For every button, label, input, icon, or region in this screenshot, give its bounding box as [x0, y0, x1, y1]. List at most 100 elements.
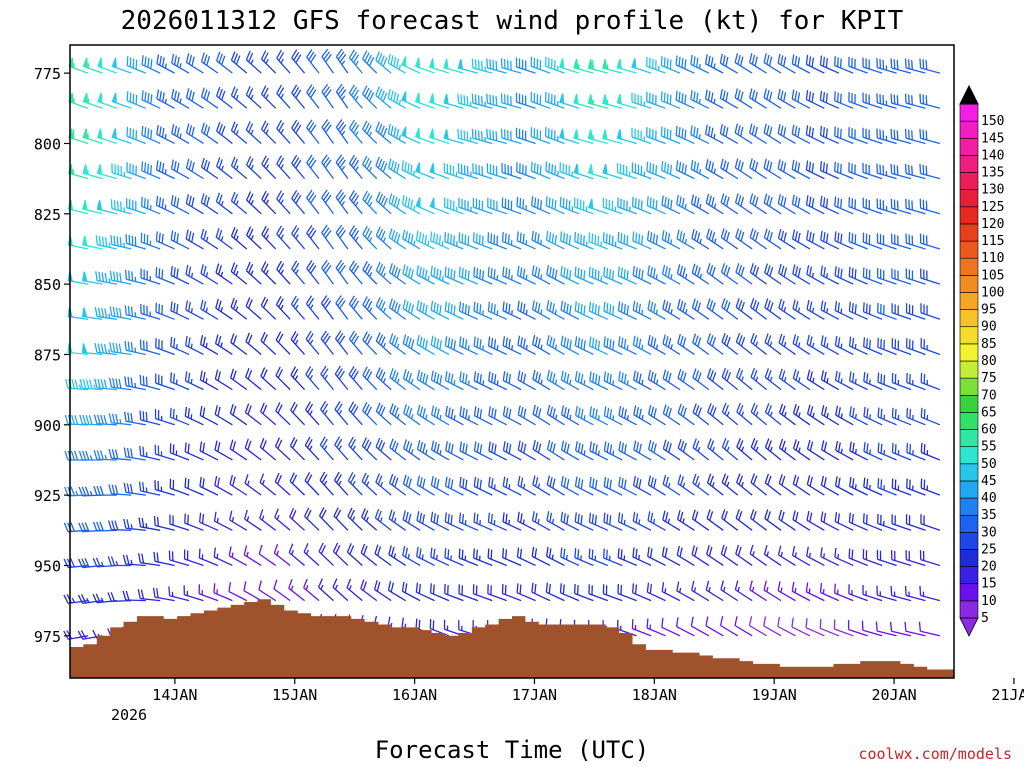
wind-barb: [890, 233, 912, 250]
wind-barb: [276, 49, 291, 74]
wind-barb: [154, 480, 175, 496]
wind-barb: [920, 338, 941, 356]
wind-barb: [589, 371, 609, 391]
wind-barb: [473, 266, 493, 285]
wind-barb: [706, 333, 724, 355]
wind-barb: [155, 373, 175, 391]
wind-barb: [834, 583, 854, 602]
wind-barb: [445, 441, 464, 461]
x-tick-label: 15JAN: [272, 686, 317, 704]
wind-barb: [402, 264, 421, 285]
wind-barb: [303, 578, 320, 602]
wind-barb: [863, 406, 883, 426]
wind-barb: [646, 91, 666, 109]
wind-barb: [124, 305, 146, 320]
wind-barb: [631, 92, 652, 109]
wind-barb: [444, 301, 464, 320]
wind-barb: [213, 583, 233, 602]
wind-barb: [819, 618, 840, 637]
wind-barb: [531, 300, 551, 320]
wind-barb: [416, 439, 435, 461]
wind-barb: [763, 228, 782, 250]
wind-barb: [487, 548, 507, 567]
wind-barb: [573, 129, 594, 145]
wind-barb: [587, 129, 608, 145]
wind-barb: [705, 159, 724, 180]
wind-barb: [183, 585, 204, 602]
wind-barb: [905, 268, 926, 285]
wind-barb: [516, 196, 536, 215]
wind-barb: [389, 333, 407, 355]
wind-barb: [516, 583, 536, 602]
wind-barb: [560, 511, 580, 531]
wind-barb: [140, 303, 161, 320]
wind-barb: [126, 56, 146, 74]
wind-barb: [531, 511, 551, 531]
wind-barb: [587, 163, 608, 180]
wind-barb: [185, 335, 204, 356]
wind-barb: [401, 91, 421, 109]
colorbar-swatch: [959, 189, 979, 208]
wind-barb: [920, 442, 941, 461]
wind-barb: [834, 56, 854, 74]
wind-barb: [318, 507, 334, 531]
wind-barb: [877, 513, 897, 531]
wind-barb: [647, 511, 666, 531]
wind-barb: [444, 371, 464, 391]
colorbar-swatch: [959, 514, 979, 533]
wind-barb: [124, 411, 146, 426]
wind-barb: [261, 190, 277, 215]
wind-barb: [890, 163, 912, 180]
wind-barb: [334, 365, 349, 391]
colorbar-swatch: [959, 394, 979, 413]
wind-barb: [94, 378, 117, 391]
wind-barb: [276, 260, 291, 285]
wind-barb: [415, 162, 435, 180]
wind-barb: [646, 196, 666, 215]
wind-barb: [79, 378, 103, 391]
wind-barb: [471, 58, 493, 74]
wind-barb: [274, 472, 291, 496]
wind-barb: [748, 616, 767, 637]
wind-barb: [290, 295, 306, 320]
wind-barb: [388, 545, 406, 567]
wind-barb: [660, 56, 681, 74]
wind-barb: [617, 197, 637, 215]
wind-barb: [245, 50, 262, 74]
wind-barb: [185, 194, 204, 215]
wind-barb: [720, 193, 739, 215]
x-tick-label: 19JAN: [752, 686, 797, 704]
wind-barb: [777, 581, 796, 602]
wind-barb: [602, 232, 623, 250]
wind-barb: [647, 439, 666, 461]
wind-barb: [457, 163, 479, 180]
wind-barb: [416, 511, 435, 531]
wind-barb: [904, 621, 926, 637]
wind-barb: [848, 512, 868, 531]
wind-barb: [820, 335, 840, 356]
wind-barb: [920, 478, 941, 496]
wind-barb: [920, 303, 941, 320]
wind-barb: [170, 265, 190, 285]
wind-barb: [245, 332, 262, 355]
wind-barb: [259, 438, 277, 461]
wind-barb: [661, 582, 681, 602]
wind-barb: [834, 266, 854, 285]
wind-barb: [618, 336, 637, 356]
wind-barb: [319, 471, 334, 496]
wind-barb: [834, 476, 854, 496]
wind-barb: [560, 370, 580, 391]
wind-barb: [141, 125, 161, 145]
wind-barb: [230, 156, 248, 180]
wind-barb: [763, 123, 782, 145]
wind-barb: [229, 404, 248, 426]
colorbar-label: 85: [981, 337, 997, 352]
y-tick-label: 925: [34, 487, 61, 505]
wind-barb: [261, 155, 277, 180]
wind-barb: [632, 547, 652, 567]
colorbar-label: 20: [981, 560, 997, 575]
wind-barb: [545, 546, 565, 567]
wind-barb: [92, 521, 117, 532]
wind-barb: [335, 119, 349, 144]
wind-barb: [122, 590, 146, 602]
